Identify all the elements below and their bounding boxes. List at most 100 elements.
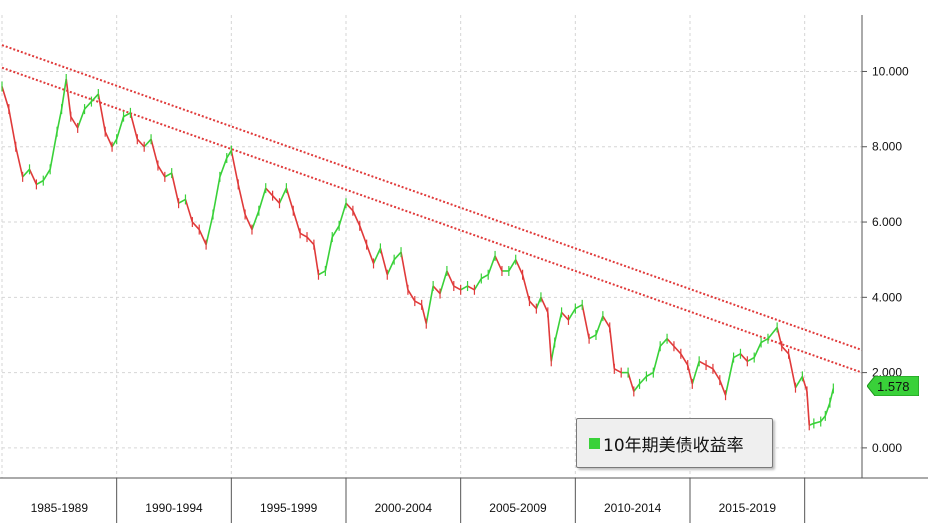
series-segment xyxy=(272,195,281,204)
series-segment xyxy=(36,179,44,186)
series-segment xyxy=(393,251,402,261)
series-segment xyxy=(453,285,462,291)
x-tick-label: 1990-1994 xyxy=(145,501,203,515)
series-segment xyxy=(28,169,38,185)
series-segment xyxy=(143,138,152,148)
series-segment xyxy=(613,368,622,374)
y-tick-label: 6.000 xyxy=(872,215,902,229)
series-segment xyxy=(787,353,797,388)
axes xyxy=(0,15,928,479)
series-segment xyxy=(97,93,106,132)
series-segment xyxy=(212,176,221,215)
series-segment xyxy=(219,157,228,178)
series-segment xyxy=(42,168,51,182)
series-segment xyxy=(528,300,537,310)
series-segment xyxy=(473,278,482,291)
series-segment xyxy=(258,187,267,211)
series-segment xyxy=(535,297,542,309)
series-segment xyxy=(680,353,689,366)
y-tick-label: 10.000 xyxy=(872,64,909,78)
series-segment xyxy=(306,236,315,246)
x-tick-label: 2010-2014 xyxy=(604,501,662,515)
series-segment xyxy=(494,255,503,272)
series-segment xyxy=(8,108,17,147)
yield-series xyxy=(1,73,835,431)
series-segment xyxy=(420,304,428,324)
series-segment xyxy=(753,342,762,358)
series-segment xyxy=(820,415,826,423)
series-segment xyxy=(508,259,517,272)
series-segment xyxy=(83,101,93,110)
series-segment xyxy=(318,270,326,276)
series-segment xyxy=(230,150,239,185)
series-segment xyxy=(157,165,166,178)
series-segment xyxy=(627,372,635,392)
trendline xyxy=(1,66,863,374)
series-segment xyxy=(794,375,804,389)
series-segment xyxy=(14,146,24,178)
series-segment xyxy=(324,236,334,272)
series-segment xyxy=(574,304,583,310)
series-segment xyxy=(338,202,347,227)
series-segment xyxy=(65,78,72,117)
series-segment xyxy=(514,259,524,276)
series-segment xyxy=(150,139,159,166)
x-tick-label: 2015-2019 xyxy=(719,501,777,515)
series-segment xyxy=(691,361,700,385)
series-segment xyxy=(104,131,113,148)
series-segment xyxy=(60,78,68,110)
series-segment xyxy=(1,86,10,110)
series-segment xyxy=(801,376,808,392)
series-segment xyxy=(652,346,661,373)
series-segment xyxy=(724,357,735,396)
series-segment xyxy=(673,345,682,355)
last-value-label: 1.578 xyxy=(877,379,910,394)
series-segment xyxy=(285,187,295,211)
series-segment xyxy=(251,210,260,230)
series-segment xyxy=(278,187,288,204)
series-segment xyxy=(776,327,783,347)
series-segment xyxy=(460,285,468,291)
series-segment xyxy=(467,285,475,291)
series-segment xyxy=(115,116,125,140)
series-segment xyxy=(588,334,597,340)
legend-label: 10年期美债收益率 xyxy=(603,435,744,456)
series-segment xyxy=(379,248,389,275)
series-segment xyxy=(70,116,79,129)
series-segment xyxy=(359,225,368,245)
series-segment xyxy=(719,379,727,396)
series-segment xyxy=(198,229,207,245)
series-segment xyxy=(439,270,448,294)
series-segment xyxy=(372,248,382,264)
series-segment xyxy=(414,300,423,306)
series-segment xyxy=(191,221,200,231)
series-segment xyxy=(553,312,563,343)
series-segment xyxy=(313,244,320,275)
series-segment xyxy=(567,308,577,321)
series-segment xyxy=(292,210,301,234)
series-segment xyxy=(299,232,308,238)
last-value-tag: 1.578 xyxy=(866,375,920,397)
series-segment xyxy=(352,210,361,227)
series-segment xyxy=(666,338,675,347)
series-segment xyxy=(407,289,416,302)
series-segment xyxy=(487,255,496,276)
x-tick-label: 1985-1989 xyxy=(31,501,89,515)
series-segment xyxy=(712,368,721,381)
series-segment xyxy=(22,168,31,178)
series-segment xyxy=(767,326,778,340)
legend-swatch xyxy=(589,437,600,449)
last-value-tag-shape: 1.578 xyxy=(866,375,920,397)
x-tick-label: 2000-2004 xyxy=(375,501,433,515)
series-segment xyxy=(170,172,180,204)
series-segment xyxy=(111,138,118,148)
series-segment xyxy=(400,252,409,290)
series-segment xyxy=(164,172,173,178)
x-tick-label: 1995-1999 xyxy=(260,501,318,515)
series-segment xyxy=(76,108,86,129)
series-segment xyxy=(638,375,648,385)
series-segment xyxy=(686,364,694,385)
series-segment xyxy=(446,270,455,287)
